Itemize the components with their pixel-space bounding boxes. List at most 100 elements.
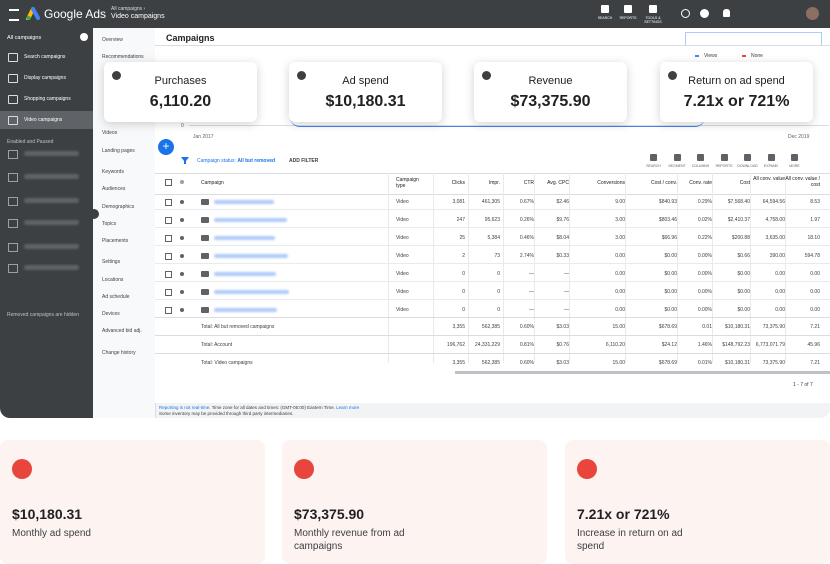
checkbox[interactable] [165, 271, 172, 278]
column-header[interactable]: All conv. value [753, 176, 785, 182]
table-cell: $3.03 [556, 360, 569, 366]
toolbar-icon[interactable] [697, 154, 704, 161]
toolbar-label[interactable]: REPORTS [715, 164, 733, 168]
notification-icon[interactable] [723, 9, 730, 17]
column-header[interactable]: Campaign type [396, 177, 419, 189]
menu-item[interactable]: Videos [102, 130, 118, 136]
sidebar-toggle[interactable] [80, 33, 88, 41]
checkbox[interactable] [165, 307, 172, 314]
metric-selector[interactable]: None [751, 53, 763, 59]
filter-chip[interactable]: Campaign status: All but removed [197, 158, 275, 164]
checkbox[interactable] [165, 199, 172, 206]
learn-more[interactable]: Learn more [336, 405, 360, 410]
column-header[interactable]: CTR [523, 180, 534, 186]
chart-axis [189, 125, 829, 126]
menu-item[interactable]: Ad schedule [102, 294, 130, 300]
column-header[interactable]: Conversions [597, 180, 625, 186]
toolbar-label[interactable]: MORE [789, 164, 800, 168]
notice[interactable]: Reporting is not real-time. [159, 405, 211, 410]
column-divider [433, 173, 434, 363]
table-cell: 0.26% [519, 217, 534, 223]
menu-item[interactable]: Topics [102, 221, 117, 227]
footer-note: Reporting is not real-time. Time zone fo… [159, 405, 359, 410]
toolbar-icon[interactable] [720, 154, 728, 161]
column-header[interactable]: Impr. [488, 180, 500, 186]
tool-icon[interactable] [601, 5, 609, 13]
toolbar-label[interactable]: COLUMNS [691, 164, 710, 168]
toolbar-label[interactable]: DOWNLOAD [737, 164, 758, 168]
menu-item[interactable]: Locations [102, 277, 124, 283]
tool-label[interactable]: SEARCH [597, 16, 613, 20]
table-cell: 3.00 [615, 217, 625, 223]
menu-icon[interactable] [9, 9, 19, 21]
table-cell: $0.76 [556, 342, 569, 348]
toolbar-icon[interactable] [744, 154, 751, 161]
menu-item[interactable]: Settings [102, 259, 121, 265]
table-cell: 5,384 [487, 235, 500, 241]
toolbar-icon[interactable] [767, 154, 775, 161]
toolbar-label[interactable]: EXPAND [763, 164, 779, 168]
table-cell: 3,081 [452, 199, 465, 205]
column-header[interactable]: Conv. rate [689, 180, 712, 186]
table-cell: 594.78 [804, 253, 820, 259]
summary-card: $73,375.90 Monthly revenue from ad campai… [282, 440, 547, 564]
checkbox[interactable] [165, 253, 172, 260]
column-header[interactable]: All conv. value / cost [785, 176, 820, 188]
blurred-name [214, 254, 288, 258]
campaign-type[interactable]: Display campaigns [24, 75, 66, 81]
breadcrumb[interactable]: All campaigns › [111, 6, 146, 12]
menu-item[interactable]: Landing pages [102, 148, 135, 154]
table-cell: 15.00 [612, 324, 625, 330]
blurred-name [24, 174, 79, 179]
checkbox[interactable] [165, 235, 172, 242]
menu-item[interactable]: Overview [102, 37, 123, 43]
toolbar-label[interactable]: SEGMENT [668, 164, 686, 168]
toolbar-icon[interactable] [791, 154, 798, 161]
menu-item[interactable]: Recommendations [102, 54, 144, 60]
help-icon[interactable] [700, 9, 709, 18]
add-filter[interactable]: ADD FILTER [289, 158, 319, 164]
menu-item[interactable]: Audiences [102, 186, 126, 192]
collapse-button[interactable] [89, 209, 99, 219]
tool-icon[interactable] [624, 5, 632, 13]
table-cell: 15.00 [612, 360, 625, 366]
menu-item[interactable]: Demographics [102, 204, 135, 210]
toolbar-icon[interactable] [673, 154, 681, 161]
tool-icon[interactable] [649, 5, 657, 13]
column-header[interactable]: Cost / conv. [650, 180, 677, 186]
table-cell: 1.46% [697, 342, 712, 348]
tool-label[interactable]: REPORTS [619, 16, 637, 20]
checkbox[interactable] [165, 217, 172, 224]
refresh-icon[interactable] [681, 9, 690, 18]
campaign-icon [8, 264, 18, 273]
menu-item[interactable]: Change history [102, 350, 136, 356]
menu-item[interactable]: Placements [102, 238, 129, 244]
tool-label[interactable]: TOOLS & SETTINGS [644, 16, 662, 24]
column-header[interactable]: Campaign [201, 180, 224, 186]
campaign-type[interactable]: Shopping campaigns [24, 96, 71, 102]
column-header[interactable]: Avg. CPC [547, 180, 569, 186]
column-header[interactable]: Clicks [451, 180, 465, 186]
toolbar-label[interactable]: SEARCH [646, 164, 661, 168]
table-cell: Video [396, 235, 409, 241]
checkbox[interactable] [165, 289, 172, 296]
column-header[interactable]: Cost [739, 180, 750, 186]
status-dot [180, 180, 184, 184]
table-cell: 0.60% [519, 324, 534, 330]
date-range[interactable] [685, 32, 822, 46]
table-cell: Video [396, 289, 409, 295]
avatar[interactable] [806, 7, 819, 20]
blurred-name [214, 218, 287, 222]
campaign-icon [8, 219, 18, 228]
toolbar-icon[interactable] [650, 154, 657, 161]
table-cell: 0.00 [615, 289, 625, 295]
table-cell: 0.22% [697, 235, 712, 241]
menu-item[interactable]: Advanced bid adj. [102, 328, 142, 334]
metric-selector[interactable]: Views [704, 53, 718, 59]
menu-item[interactable]: Keywords [102, 169, 124, 175]
campaign-type[interactable]: Search campaigns [24, 54, 66, 60]
campaign-type[interactable]: Video campaigns [24, 117, 63, 123]
add-button[interactable]: + [158, 139, 174, 155]
menu-item[interactable]: Devices [102, 311, 120, 317]
divider [155, 45, 830, 46]
